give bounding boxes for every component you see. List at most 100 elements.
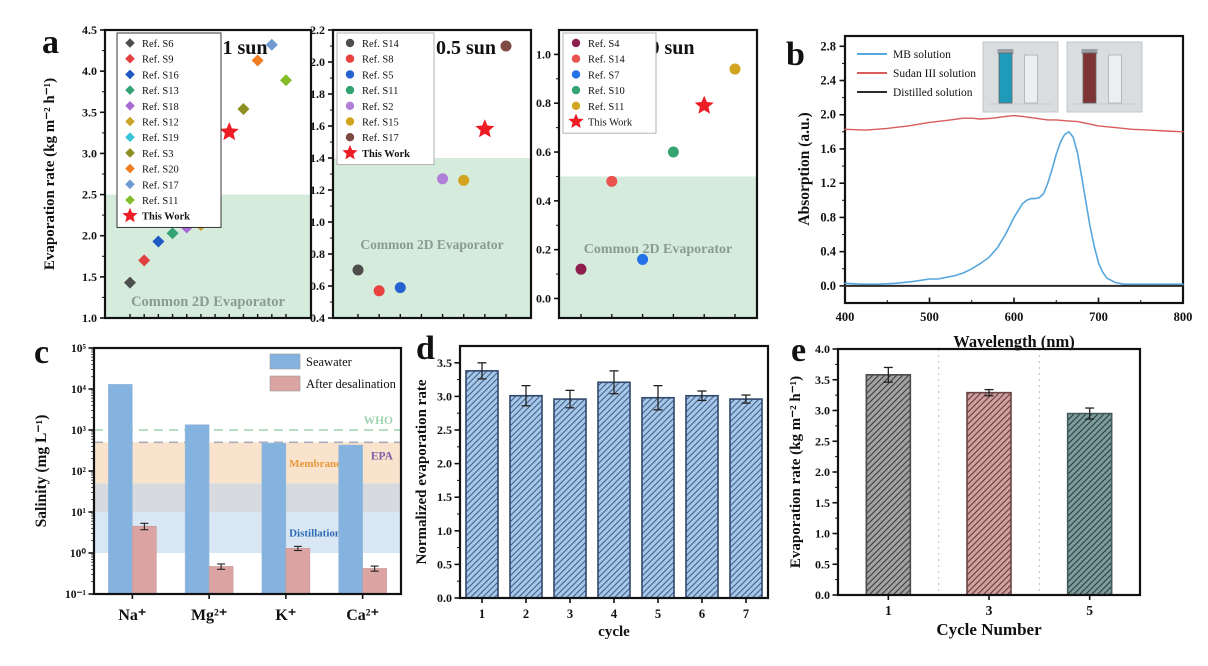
- svg-text:1.2: 1.2: [310, 183, 325, 197]
- scatter-1sun: Common 2D Evaporator 1.0 1.5 2.0 2.5 3.0 3.5 4.…: [38, 6, 320, 341]
- svg-text:3.0: 3.0: [815, 404, 830, 418]
- svg-text:Ref. S19: Ref. S19: [142, 133, 179, 144]
- svg-text:0.0: 0.0: [815, 588, 830, 602]
- svg-text:2.0: 2.0: [820, 108, 836, 122]
- svg-text:Absorption (a.u.): Absorption (a.u.): [796, 112, 813, 225]
- svg-text:Ref. S13: Ref. S13: [142, 86, 179, 97]
- svg-text:3: 3: [986, 603, 993, 618]
- svg-text:10³: 10³: [71, 425, 87, 437]
- svg-text:Ref. S4: Ref. S4: [588, 39, 620, 50]
- svg-text:500: 500: [920, 310, 939, 324]
- svg-text:2: 2: [523, 607, 529, 621]
- svg-text:After desalination: After desalination: [306, 377, 397, 391]
- svg-text:2.8: 2.8: [820, 39, 836, 53]
- svg-text:0.0: 0.0: [437, 591, 452, 605]
- svg-text:0.4: 0.4: [310, 311, 325, 325]
- panel-letter-a: a: [42, 24, 59, 61]
- svg-text:10⁻¹: 10⁻¹: [65, 589, 86, 601]
- svg-text:Cycle Number: Cycle Number: [936, 620, 1042, 639]
- svg-text:0.5: 0.5: [815, 557, 830, 571]
- svg-text:This Work: This Work: [588, 118, 633, 129]
- svg-text:5: 5: [655, 607, 661, 621]
- svg-text:Ref. S9: Ref. S9: [142, 55, 174, 66]
- svg-text:EPA: EPA: [371, 450, 394, 462]
- svg-text:0.6: 0.6: [310, 279, 325, 293]
- svg-text:Ref. S12: Ref. S12: [142, 118, 179, 129]
- svg-text:0 sun: 0 sun: [649, 37, 694, 59]
- cycle-number-bar-chart: 1 3 5 0.0 0.5 1.0 1.5 2.0 2.5 3.0 3.5 4.0 Cycle Numb…: [786, 336, 1186, 666]
- svg-text:4: 4: [611, 607, 618, 621]
- svg-text:1 sun: 1 sun: [222, 37, 267, 59]
- scatter-half-sun: Common 2D Evaporator 0.4 0.6 0.8 1.0 1.2 1.4 1.…: [298, 6, 538, 341]
- svg-text:800: 800: [1174, 310, 1193, 324]
- svg-text:1: 1: [885, 603, 892, 618]
- svg-text:2.0: 2.0: [82, 229, 97, 243]
- svg-text:Ref. S11: Ref. S11: [142, 196, 178, 207]
- svg-text:Ref. S2: Ref. S2: [362, 102, 394, 113]
- svg-text:3.5: 3.5: [815, 373, 830, 387]
- svg-text:Ref. S18: Ref. S18: [142, 102, 179, 113]
- svg-text:1.5: 1.5: [82, 270, 97, 284]
- svg-text:Ref. S11: Ref. S11: [362, 86, 398, 97]
- svg-text:1.0: 1.0: [82, 311, 97, 325]
- svg-text:10⁴: 10⁴: [71, 384, 87, 396]
- svg-text:2.2: 2.2: [310, 23, 325, 37]
- svg-text:1.0: 1.0: [536, 47, 551, 61]
- salinity-bar-chart: Membrane Distillation WHO EPA Na⁺ Mg²⁺ K⁺ Ca²⁺ 1…: [30, 336, 450, 666]
- svg-text:Membrane: Membrane: [289, 458, 341, 470]
- svg-text:1.0: 1.0: [815, 527, 830, 541]
- svg-text:Ref. S6: Ref. S6: [142, 39, 174, 50]
- svg-text:1: 1: [479, 607, 485, 621]
- svg-text:3.5: 3.5: [437, 356, 452, 370]
- svg-text:Seawater: Seawater: [306, 355, 353, 369]
- svg-text:6: 6: [699, 607, 705, 621]
- svg-text:1.2: 1.2: [820, 176, 836, 190]
- svg-text:0.5: 0.5: [437, 557, 452, 571]
- svg-text:1.6: 1.6: [310, 119, 325, 133]
- svg-text:0.8: 0.8: [820, 210, 836, 224]
- svg-text:5: 5: [1086, 603, 1093, 618]
- svg-text:1.4: 1.4: [310, 151, 325, 165]
- svg-text:3.5: 3.5: [82, 105, 97, 119]
- svg-text:2.4: 2.4: [820, 74, 836, 88]
- svg-text:3: 3: [567, 607, 573, 621]
- svg-text:700: 700: [1089, 310, 1108, 324]
- panel-letter-b: b: [786, 36, 805, 73]
- svg-text:4.5: 4.5: [82, 23, 97, 37]
- panel-letter-d: d: [416, 330, 435, 367]
- svg-text:2.0: 2.0: [437, 457, 452, 471]
- svg-text:0.4: 0.4: [536, 194, 551, 208]
- svg-text:Ref. S10: Ref. S10: [588, 86, 625, 97]
- svg-text:0.0: 0.0: [536, 291, 551, 305]
- svg-text:Ref. S15: Ref. S15: [362, 118, 399, 129]
- panel-letter-c: c: [34, 334, 50, 371]
- svg-text:1.5: 1.5: [815, 496, 830, 510]
- svg-text:Normalized evaporation rate: Normalized evaporation rate: [414, 379, 430, 564]
- svg-text:1.0: 1.0: [310, 215, 325, 229]
- svg-text:0.2: 0.2: [536, 243, 551, 257]
- svg-text:Na⁺: Na⁺: [118, 607, 146, 624]
- svg-text:3.0: 3.0: [82, 146, 97, 160]
- svg-text:Evaporation rate (kg m⁻² h⁻¹): Evaporation rate (kg m⁻² h⁻¹): [42, 78, 58, 270]
- svg-text:MB solution: MB solution: [893, 49, 951, 61]
- svg-text:Ref. S11: Ref. S11: [588, 102, 624, 113]
- svg-text:600: 600: [1005, 310, 1024, 324]
- svg-text:Ref. S17: Ref. S17: [362, 133, 399, 144]
- svg-text:Distilled solution: Distilled solution: [893, 87, 973, 99]
- svg-text:cycle: cycle: [598, 624, 630, 640]
- svg-text:Ref. S20: Ref. S20: [142, 165, 179, 176]
- bar-chart-salinity: Membrane Distillation WHO EPA Na⁺ Mg²⁺ K⁺ Ca²⁺ 1…: [33, 343, 403, 624]
- bar-chart-d: 1 2 3 4 5 6 7 0.0 0.5 1.0 1.5 2.0 2.5 3.0 3.5 cycle Norm…: [414, 344, 770, 640]
- svg-text:0.8: 0.8: [536, 96, 551, 110]
- svg-text:Common 2D Evaporator: Common 2D Evaporator: [131, 294, 285, 310]
- svg-text:2.0: 2.0: [815, 465, 830, 479]
- scatter-0sun: Common 2D Evaporator 0.0 0.2 0.4 0.6 0.8 1.0 0 …: [526, 6, 762, 341]
- cycle-stability-bar-chart: 1 2 3 4 5 6 7 0.0 0.5 1.0 1.5 2.0 2.5 3.0 3.5 cycle Norm…: [414, 336, 784, 666]
- svg-text:3.0: 3.0: [437, 389, 452, 403]
- line-chart-absorption: 0.0 0.4 0.8 1.2 1.6 2.0 2.4 2.8 400 500 600 700 800 M…: [796, 34, 1193, 351]
- svg-text:7: 7: [743, 607, 749, 621]
- svg-text:2.5: 2.5: [82, 188, 97, 202]
- svg-text:10⁰: 10⁰: [70, 547, 87, 560]
- svg-text:Wavelength (nm): Wavelength (nm): [953, 332, 1074, 351]
- svg-text:This Work: This Work: [142, 212, 190, 223]
